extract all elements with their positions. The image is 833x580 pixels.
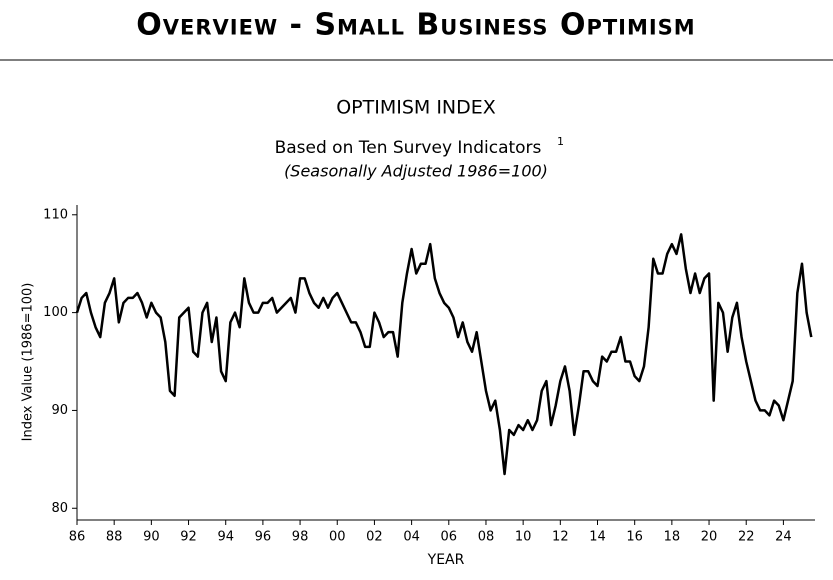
x-tick-label: 96: [255, 530, 272, 545]
x-axis-label: YEAR: [427, 552, 465, 568]
x-tick-label: 12: [552, 530, 569, 545]
x-tick-label: 90: [143, 530, 160, 545]
x-tick-label: 02: [366, 530, 383, 545]
subtitle-footnote: 1: [557, 135, 564, 148]
chart-note: (Seasonally Adjusted 1986=100): [284, 162, 548, 181]
chart-title: OPTIMISM INDEX: [336, 97, 496, 119]
x-tick-label: 86: [69, 530, 86, 545]
x-tick-label: 06: [441, 530, 458, 545]
x-tick-label: 16: [626, 530, 643, 545]
x-tick-label: 14: [589, 530, 606, 545]
y-tick-label: 90: [51, 403, 68, 418]
x-tick-label: 98: [292, 530, 309, 545]
y-tick-label: 80: [51, 501, 68, 516]
index-line: [75, 233, 813, 476]
x-tick-label: 94: [217, 530, 234, 545]
page-header: Overview - Small Business Optimism: [136, 8, 695, 43]
x-tick-label: 18: [664, 530, 681, 545]
chart-subtitle: Based on Ten Survey Indicators: [275, 138, 542, 158]
y-axis-label: Index Value (1986=100): [21, 283, 36, 442]
x-tick-label: 00: [329, 530, 346, 545]
x-tick-label: 92: [180, 530, 197, 545]
x-tick-label: 04: [403, 530, 420, 545]
x-tick-label: 22: [738, 530, 755, 545]
x-tick-label: 08: [478, 530, 495, 545]
y-tick-label: 100: [43, 305, 68, 320]
x-tick-label: 10: [515, 530, 532, 545]
x-tick-label: 20: [701, 530, 718, 545]
x-tick-label: 88: [106, 530, 123, 545]
x-tick-label: 24: [775, 530, 792, 545]
y-tick-label: 110: [43, 207, 68, 222]
